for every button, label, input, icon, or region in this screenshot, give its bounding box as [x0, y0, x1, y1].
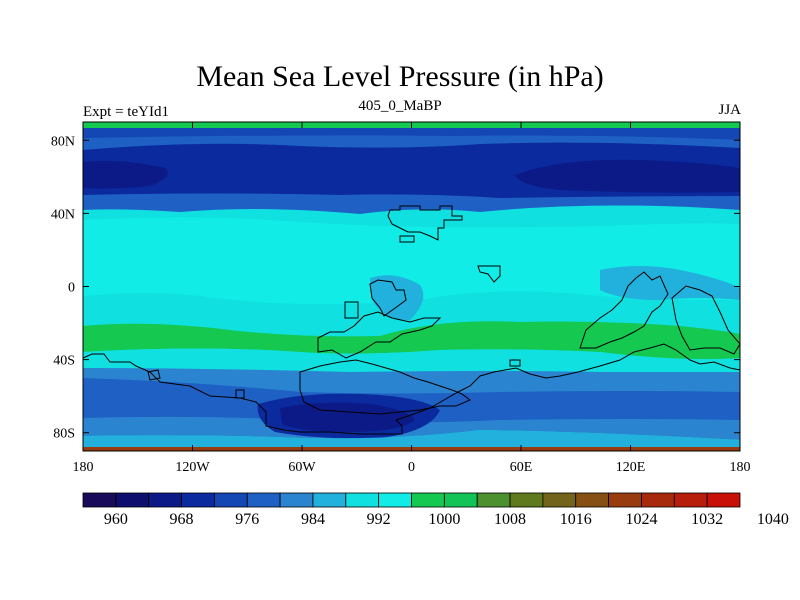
- period-label: 405_0_MaBP: [358, 98, 442, 114]
- colorbar-swatch: [115, 492, 150, 508]
- colorbar-tick-label: 1008: [494, 511, 526, 528]
- lon-tick-label: 60W: [288, 460, 316, 475]
- colorbar-tick-label: 1040: [757, 511, 789, 528]
- colorbar-tick-label: 976: [235, 511, 259, 528]
- lon-tick-label: 180: [730, 460, 751, 475]
- island-small: [344, 301, 359, 319]
- continent-africa-west: [369, 279, 407, 317]
- lat-tick-label: 40N: [51, 207, 75, 222]
- lon-tick-label: 60E: [510, 460, 533, 475]
- colorbar-tick-label: 1016: [560, 511, 592, 528]
- colorbar-swatch: [608, 492, 642, 508]
- longitude-axis: 180 120W 60W 0 60E 120E 180: [73, 122, 751, 475]
- continent-asia-east: [579, 271, 669, 349]
- island-b: [235, 389, 245, 399]
- colorbar-swatch: [476, 492, 511, 508]
- colorbar-swatch: [641, 492, 675, 508]
- colorbar-swatch: [345, 492, 380, 508]
- map-title: Mean Sea Level Pressure (in hPa): [196, 60, 604, 93]
- continent-arabia: [477, 265, 501, 283]
- colorbar-swatch: [213, 492, 248, 508]
- colorbar-swatch: [542, 492, 577, 508]
- lat-tick-label: 0: [68, 281, 75, 296]
- field-southern-cyan: [83, 348, 740, 372]
- colorbar-swatch: [279, 492, 314, 508]
- colorbar-tick-label: 1032: [691, 511, 723, 528]
- lat-tick-label: 80S: [53, 427, 75, 442]
- colorbar-swatch: [673, 492, 708, 508]
- island-a: [147, 369, 161, 381]
- field-north-pacific-low: [83, 160, 168, 189]
- colorbar-swatch: [411, 492, 445, 508]
- island-sardinia: [399, 235, 415, 243]
- continent-europe: [387, 205, 463, 241]
- colorbar: 960 968 976 984 992 1000 1008 1016 1024 1032 1040: [82, 492, 789, 528]
- field-asia-low: [600, 266, 740, 300]
- colorbar-tick-label: 992: [367, 511, 391, 528]
- colorbar-tick-label: 968: [170, 511, 194, 528]
- lon-tick-label: 180: [73, 460, 94, 475]
- season-label: JJA: [718, 102, 741, 118]
- colorbar-swatch: [706, 492, 741, 508]
- field-north-eurasia-low: [515, 159, 740, 193]
- colorbar-swatch: [148, 492, 182, 508]
- colorbar-tick-label: 984: [301, 511, 325, 528]
- field-africa-low: [370, 275, 424, 321]
- field-antarctic-low-core: [280, 402, 415, 432]
- colorbar-swatch: [181, 492, 215, 508]
- field-polar-ring: [83, 128, 740, 140]
- colorbar-swatch: [312, 492, 347, 508]
- colorbar-tick-label: 1024: [625, 511, 657, 528]
- pressure-field: [83, 122, 740, 451]
- colorbar-tick-label: 960: [104, 511, 128, 528]
- island-c: [509, 359, 521, 367]
- colorbar-swatch: [246, 492, 281, 508]
- lat-tick-label: 80N: [51, 134, 75, 149]
- colorbar-swatch: [378, 492, 412, 508]
- colorbar-swatch: [575, 492, 609, 508]
- colorbar-tick-label: 1000: [428, 511, 460, 528]
- latitude-axis: 80N 40N 0 40S 80S: [51, 134, 740, 442]
- colorbar-swatch: [82, 492, 117, 508]
- field-southern-high: [83, 321, 740, 360]
- lon-tick-label: 0: [408, 460, 415, 475]
- continent-gondwana-north: [317, 311, 442, 359]
- field-subtropical-north: [83, 217, 740, 305]
- continent-antarctic-edge: [299, 359, 471, 415]
- colorbar-swatch: [509, 492, 544, 508]
- continent-pacific-east: [671, 285, 740, 355]
- experiment-label: Expt = teYId1: [83, 104, 169, 120]
- lat-tick-label: 40S: [53, 354, 75, 369]
- lon-tick-label: 120W: [175, 460, 210, 475]
- colorbar-swatch: [443, 492, 478, 508]
- field-south-pole: [83, 430, 740, 451]
- lon-tick-label: 120E: [616, 460, 646, 475]
- land-outlines: [83, 205, 740, 435]
- continent-gondwana-south: [83, 343, 740, 435]
